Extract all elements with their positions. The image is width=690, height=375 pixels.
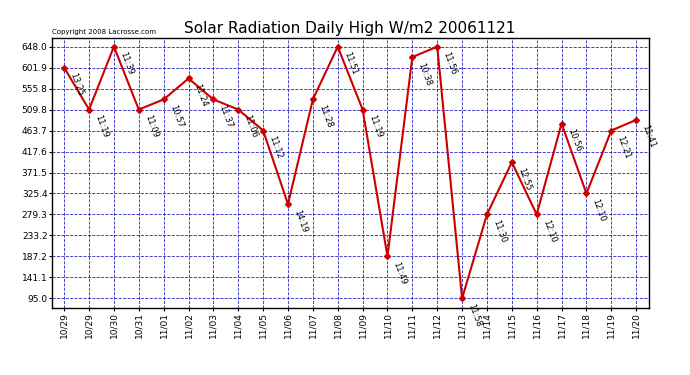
Text: 14:19: 14:19 — [292, 208, 308, 234]
Text: 11:56: 11:56 — [442, 51, 458, 76]
Text: 11:39: 11:39 — [118, 51, 135, 76]
Text: 11:49: 11:49 — [392, 261, 408, 286]
Text: 11:24: 11:24 — [193, 82, 209, 108]
Text: 11:06: 11:06 — [242, 114, 259, 139]
Text: 11:09: 11:09 — [143, 114, 159, 139]
Text: 11:12: 11:12 — [267, 135, 284, 160]
Text: 11:58: 11:58 — [466, 303, 483, 328]
Text: 12:10: 12:10 — [591, 198, 607, 223]
Text: 13:25: 13:25 — [68, 72, 85, 97]
Text: 11:19: 11:19 — [93, 114, 110, 139]
Text: 11:28: 11:28 — [317, 104, 334, 129]
Text: Copyright 2008 Lacrosse.com: Copyright 2008 Lacrosse.com — [52, 29, 156, 35]
Text: 12:21: 12:21 — [615, 135, 632, 160]
Text: 11:41: 11:41 — [640, 124, 657, 150]
Title: Solar Radiation Daily High W/m2 20061121: Solar Radiation Daily High W/m2 20061121 — [184, 21, 516, 36]
Text: 10:57: 10:57 — [168, 104, 184, 129]
Text: 11:51: 11:51 — [342, 51, 359, 76]
Text: 12:55: 12:55 — [516, 166, 533, 192]
Text: 10:38: 10:38 — [417, 61, 433, 87]
Text: 11:37: 11:37 — [217, 104, 234, 129]
Text: 11:19: 11:19 — [367, 114, 384, 139]
Text: 10:56: 10:56 — [566, 128, 582, 153]
Text: 11:30: 11:30 — [491, 219, 508, 244]
Text: 12:10: 12:10 — [541, 219, 558, 244]
